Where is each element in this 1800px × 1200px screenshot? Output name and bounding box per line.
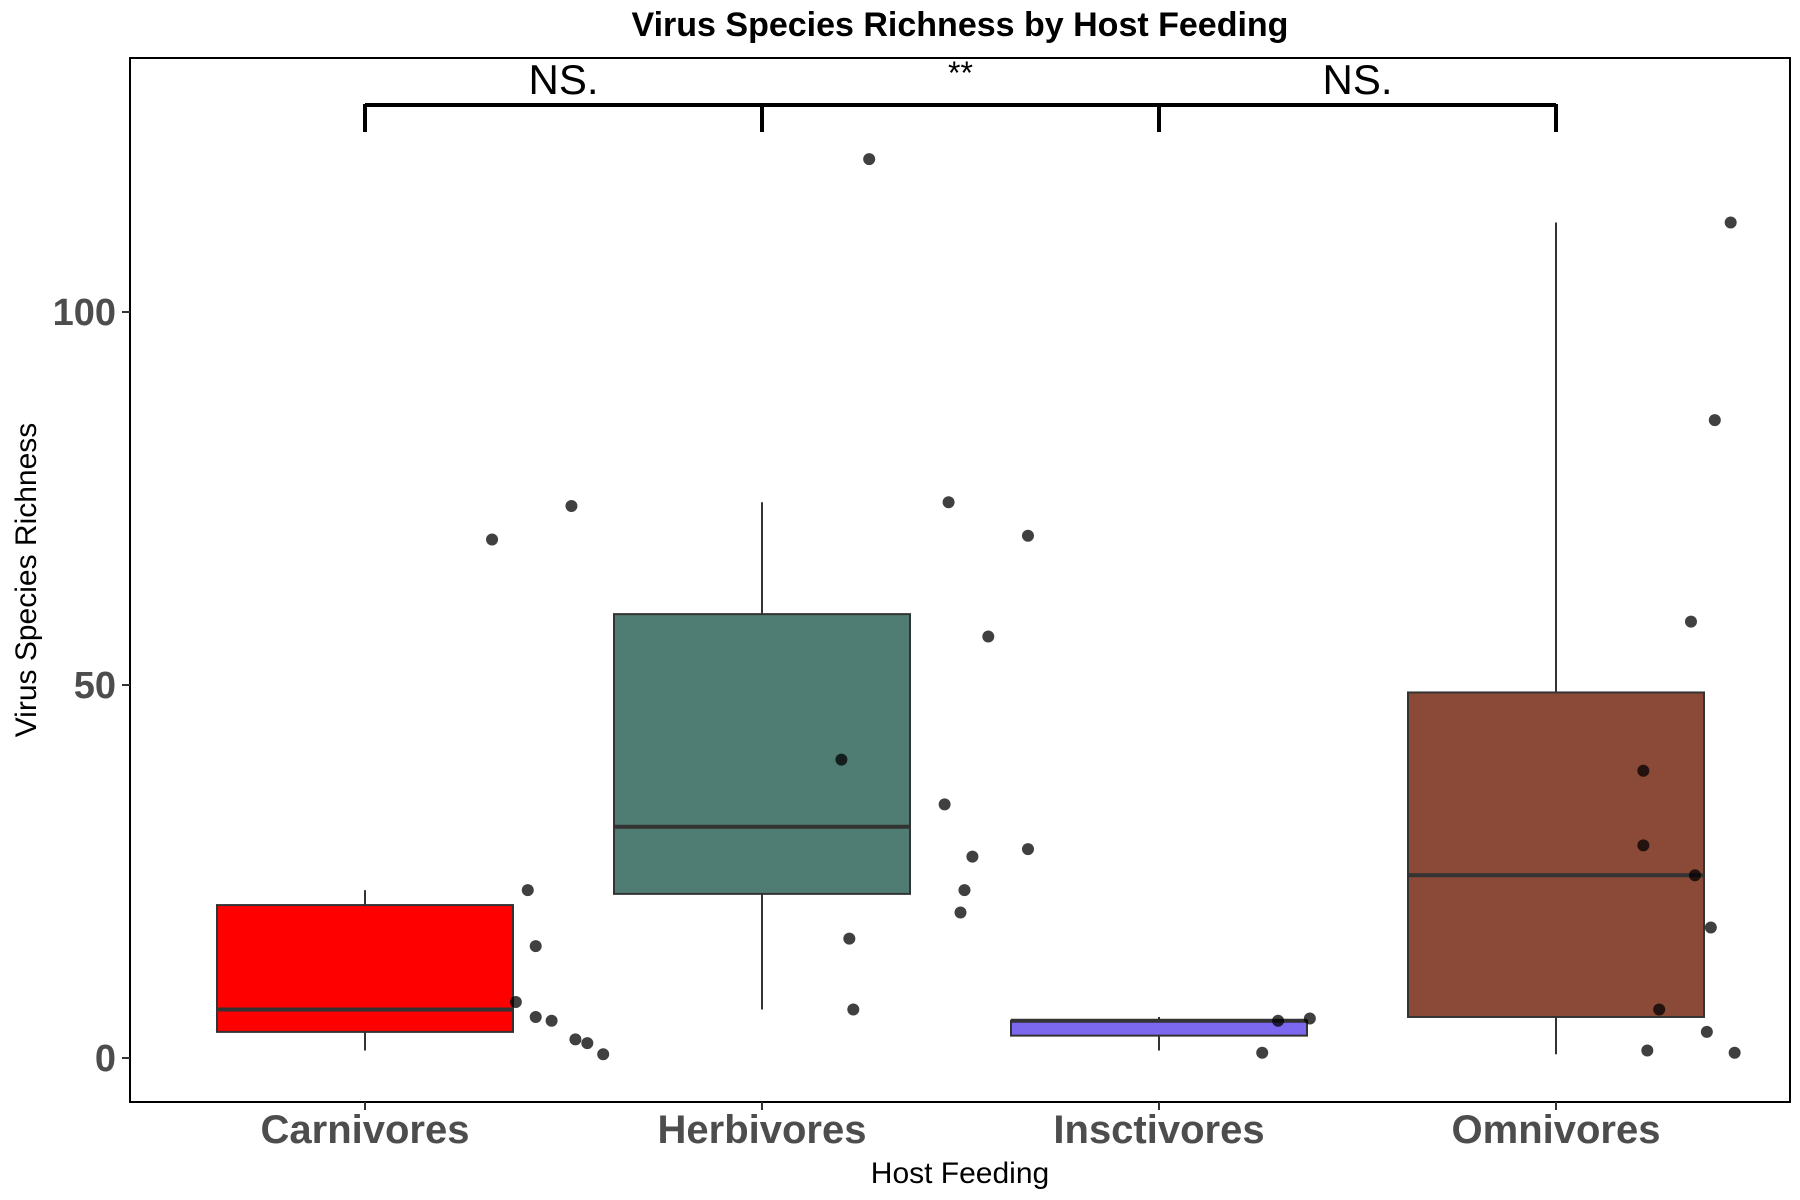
data-point (982, 630, 995, 643)
data-point (958, 884, 971, 897)
significance-label: NS. (1322, 56, 1392, 103)
data-point (966, 850, 979, 863)
x-tick-label: Herbivores (658, 1108, 867, 1152)
data-point (569, 1033, 582, 1046)
box (1010, 1019, 1308, 1037)
y-tick-label: 50 (74, 665, 116, 707)
box-group-carnivores (216, 890, 514, 1051)
y-axis-title: Virus Species Richness (10, 423, 43, 738)
data-point (545, 1014, 558, 1027)
data-point (529, 1010, 542, 1023)
data-point (847, 1003, 860, 1016)
x-tick-label: Carnivores (261, 1108, 470, 1152)
data-point (1724, 216, 1737, 229)
data-point (843, 932, 856, 945)
data-point (486, 533, 499, 546)
axes: 0 50 100 Carnivores Herbivores Insctivores Omn… (53, 292, 1661, 1152)
box (216, 904, 514, 1033)
box (613, 613, 911, 895)
significance-bracket: NS. (363, 56, 764, 132)
data-point (1021, 529, 1034, 542)
data-point (581, 1037, 594, 1050)
x-tick-label: Insctivores (1053, 1108, 1264, 1152)
data-point (1021, 843, 1034, 856)
plot-panel-border (129, 57, 1791, 1103)
data-point (529, 940, 542, 953)
data-point (1653, 1003, 1666, 1016)
box (1407, 691, 1705, 1018)
y-tick-label: 100 (53, 292, 116, 334)
significance-bracket: NS. (1157, 56, 1558, 132)
box-group-insctivores (1010, 1016, 1308, 1051)
data-point (1728, 1046, 1741, 1059)
data-point (597, 1048, 610, 1061)
data-point (1688, 869, 1701, 882)
y-tick-label: 0 (95, 1038, 116, 1080)
significance-label: ** (948, 55, 973, 91)
plot-layer (216, 153, 1741, 1061)
data-point (942, 496, 955, 509)
data-point (1641, 1044, 1654, 1057)
data-point (565, 499, 578, 512)
data-point (1700, 1025, 1713, 1038)
data-point (1272, 1014, 1285, 1027)
data-point (835, 753, 848, 766)
significance-bracket: ** (760, 55, 1161, 132)
box-group-omnivores (1407, 222, 1705, 1055)
data-point (1684, 615, 1697, 628)
data-point (1708, 414, 1721, 427)
data-point (938, 798, 951, 811)
data-point (509, 996, 522, 1009)
data-point (1303, 1012, 1316, 1025)
data-point (1256, 1046, 1269, 1059)
data-point (863, 153, 876, 166)
x-tick-label: Omnivores (1452, 1108, 1661, 1152)
significance-annotations: NS. ** NS. (363, 55, 1558, 132)
data-point (1704, 921, 1717, 934)
data-point (1637, 764, 1650, 777)
significance-label: NS. (528, 56, 598, 103)
box-group-herbivores (613, 502, 911, 1010)
data-point (1637, 839, 1650, 852)
x-axis-title: Host Feeding (871, 1157, 1049, 1190)
data-point (954, 906, 967, 919)
data-point (521, 884, 534, 897)
chart-title: Virus Species Richness by Host Feeding (632, 6, 1289, 44)
